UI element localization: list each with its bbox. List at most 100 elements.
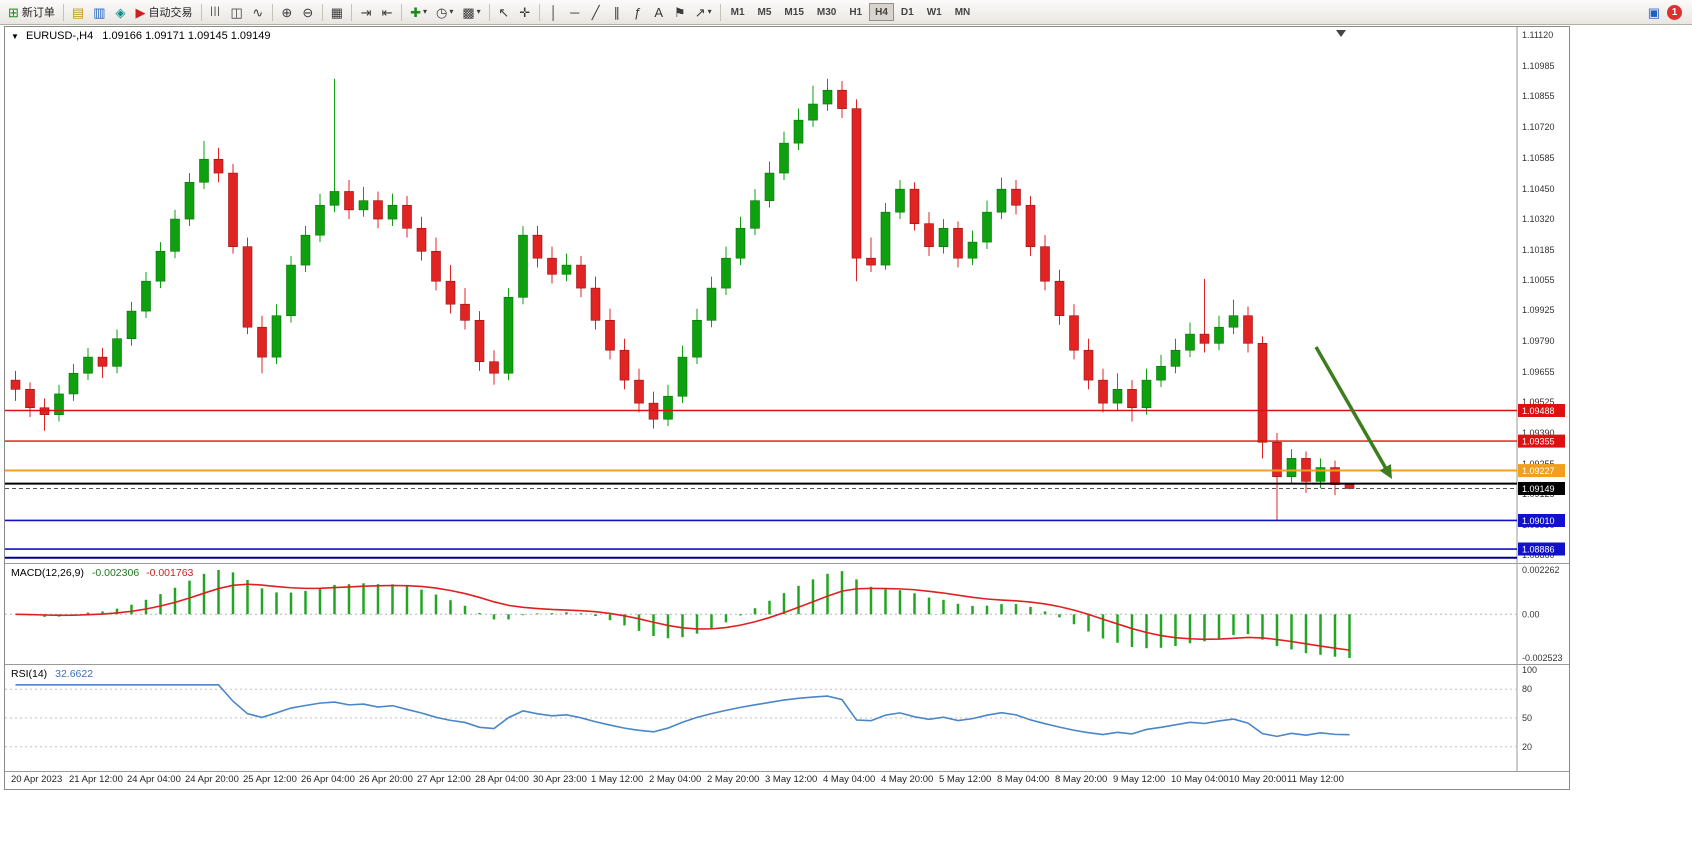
svg-text:50: 50: [1522, 713, 1532, 723]
text-tool-button[interactable]: A: [649, 2, 669, 22]
periods-button[interactable]: ◷ ▾: [432, 2, 457, 22]
rsi-canvas[interactable]: 100 80 50 20: [5, 665, 1567, 771]
toolbar-separator: [401, 3, 403, 21]
price-chart-canvas[interactable]: 1.11120 1.10985 1.10855 1.10720 1.10585 1.104…: [5, 27, 1567, 563]
time-axis-label: 28 Apr 04:00: [475, 774, 529, 785]
autotrading-icon: ▶: [135, 4, 146, 20]
symbol-label-row: ▼ EURUSD-,H4 1.09166 1.09171 1.09145 1.0…: [11, 30, 271, 42]
timeframe-button-m1[interactable]: M1: [725, 3, 751, 21]
time-axis[interactable]: 20 Apr 2023 21 Apr 12:00 24 Apr 04:00 24 Ap…: [5, 771, 1569, 789]
svg-text:1.09355: 1.09355: [1522, 437, 1555, 447]
crosshair-tool-button[interactable]: ✛: [515, 2, 535, 22]
trendline-tool-button[interactable]: ╱: [586, 2, 606, 22]
svg-text:1.08886: 1.08886: [1522, 545, 1555, 555]
autotrading-button[interactable]: ▶ 自动交易: [132, 2, 197, 22]
vertical-line-tool-button[interactable]: │: [544, 2, 564, 22]
svg-text:1.10720: 1.10720: [1522, 122, 1555, 132]
time-axis-label: 2 May 20:00: [707, 774, 760, 785]
navigator-button[interactable]: ◈: [111, 2, 131, 22]
timeframe-button-m15[interactable]: M15: [778, 3, 809, 21]
macd-canvas[interactable]: 0.002262 0.00 -0.002523: [5, 564, 1567, 664]
svg-text:1.09790: 1.09790: [1522, 336, 1555, 346]
auto-scroll-button[interactable]: ⇥: [356, 2, 376, 22]
time-axis-label: 25 Apr 12:00: [243, 774, 297, 785]
fibonacci-icon: ƒ: [634, 4, 642, 20]
navigator-icon: ◈: [115, 4, 126, 20]
zoom-out-button[interactable]: ⊖: [298, 2, 318, 22]
time-axis-label: 24 Apr 20:00: [185, 774, 239, 785]
tile-windows-button[interactable]: ▦: [327, 2, 347, 22]
svg-text:20: 20: [1522, 742, 1532, 752]
zoom-out-icon: ⊖: [302, 4, 314, 20]
svg-text:1.10985: 1.10985: [1522, 61, 1555, 71]
chevron-down-icon: ▾: [423, 7, 428, 16]
template-icon: ▩: [462, 4, 475, 20]
one-click-trading-toggle[interactable]: ▼: [11, 32, 19, 41]
timeframe-button-w1[interactable]: W1: [921, 3, 948, 21]
svg-text:1.09925: 1.09925: [1522, 305, 1555, 315]
chart-shift-button[interactable]: ⇤: [377, 2, 397, 22]
new-order-button[interactable]: ⊞ 新订单: [4, 2, 59, 22]
symbol-ohlc-values: 1.09166 1.09171 1.09145 1.09149: [102, 30, 271, 42]
timeframe-button-h1[interactable]: H1: [843, 3, 868, 21]
cursor-tool-button[interactable]: ↖: [494, 2, 514, 22]
notifications-badge[interactable]: 1: [1667, 4, 1682, 20]
price-chart-panel[interactable]: 1.11120 1.10985 1.10855 1.10720 1.10585 1.104…: [5, 27, 1569, 563]
data-window-icon: ▥: [93, 4, 106, 20]
trendline-icon: ╱: [591, 4, 600, 20]
text-icon: A: [654, 4, 664, 20]
time-axis-label: 26 Apr 04:00: [301, 774, 355, 785]
rsi-indicator-label: RSI(14): [11, 668, 48, 680]
timeframe-button-mn[interactable]: MN: [949, 3, 977, 21]
channel-tool-button[interactable]: ∥: [607, 2, 627, 22]
line-chart-button[interactable]: ∿: [248, 2, 268, 22]
market-watch-button[interactable]: ▤: [68, 2, 88, 22]
bar-chart-button[interactable]: |||: [206, 2, 226, 22]
chevron-down-icon: ▾: [476, 7, 481, 16]
data-window-button[interactable]: ▥: [89, 2, 109, 22]
toolbar-separator: [62, 3, 64, 21]
arrows-tool-button[interactable]: ↗ ▾: [691, 2, 716, 22]
timeframe-button-m5[interactable]: M5: [752, 3, 778, 21]
chevron-down-icon: ▾: [449, 7, 454, 16]
svg-text:1.10450: 1.10450: [1522, 184, 1555, 194]
svg-text:1.09655: 1.09655: [1522, 367, 1555, 377]
timeframe-button-m30[interactable]: M30: [811, 3, 842, 21]
symbol-title: EURUSD-,H4: [25, 30, 94, 42]
time-axis-label: 30 Apr 23:00: [533, 774, 587, 785]
svg-text:1.10185: 1.10185: [1522, 245, 1555, 255]
horizontal-line-tool-button[interactable]: ─: [565, 2, 585, 22]
macd-panel[interactable]: 0.002262 0.00 -0.002523 MACD(12,26,9) -0.0…: [5, 563, 1569, 664]
candlestick-chart-button[interactable]: ◫: [227, 2, 247, 22]
svg-text:1.10320: 1.10320: [1522, 214, 1555, 224]
svg-text:1.10055: 1.10055: [1522, 275, 1555, 285]
horizontal-line-icon: ─: [570, 4, 580, 20]
toolbar-separator: [719, 3, 721, 21]
time-axis-label: 20 Apr 2023: [11, 774, 63, 785]
toolbar-separator: [271, 3, 273, 21]
autotrading-label: 自动交易: [148, 7, 193, 19]
candlestick-icon: ◫: [230, 4, 243, 20]
time-axis-label: 9 May 12:00: [1113, 774, 1166, 785]
arrows-icon: ↗: [694, 4, 706, 20]
time-axis-label: 27 Apr 12:00: [417, 774, 471, 785]
chart-shift-icon: ⇤: [381, 4, 393, 20]
community-icon: ▣: [1647, 4, 1660, 20]
crosshair-icon: ✛: [519, 4, 531, 20]
macd-signal-value: -0.001763: [146, 567, 194, 579]
label-tool-button[interactable]: ⚑: [670, 2, 690, 22]
zoom-in-button[interactable]: ⊕: [277, 2, 297, 22]
timeframe-button-h4[interactable]: H4: [869, 3, 894, 21]
svg-text:1.09149: 1.09149: [1522, 484, 1555, 494]
community-button[interactable]: ▣: [1644, 2, 1664, 22]
new-order-icon: ⊞: [8, 4, 19, 20]
indicators-button[interactable]: ✚ ▾: [406, 2, 431, 22]
fibonacci-tool-button[interactable]: ƒ: [628, 2, 648, 22]
time-axis-label: 2 May 04:00: [649, 774, 702, 785]
cursor-icon: ↖: [498, 4, 510, 20]
toolbar-separator: [200, 3, 202, 21]
timeframe-button-d1[interactable]: D1: [895, 3, 920, 21]
rsi-panel[interactable]: 100 80 50 20 RSI(14) 32.6622: [5, 664, 1569, 771]
templates-button[interactable]: ▩ ▾: [458, 2, 484, 22]
svg-text:1.10585: 1.10585: [1522, 153, 1555, 163]
